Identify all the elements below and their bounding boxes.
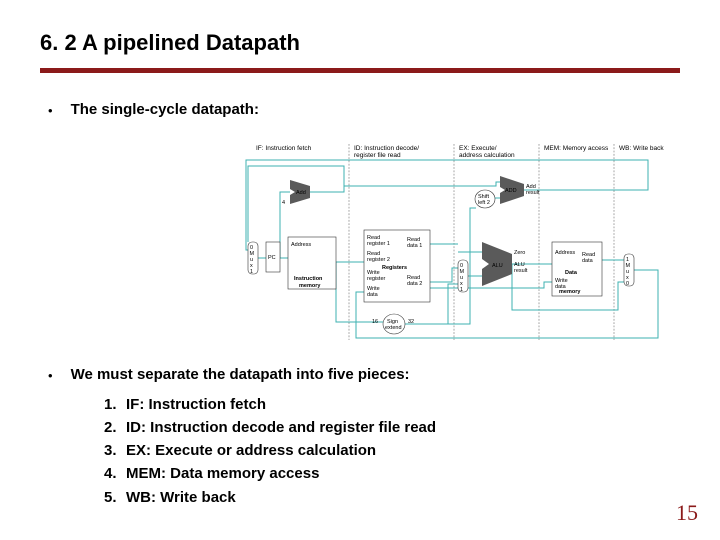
add4-label: Add bbox=[296, 190, 306, 196]
list-item: 1.IF: Instruction fetch bbox=[104, 393, 680, 416]
mux-b-1: 1 bbox=[460, 287, 463, 293]
page-number: 15 bbox=[676, 500, 698, 526]
numbered-list: 1.IF: Instruction fetch 2.ID: Instructio… bbox=[104, 393, 680, 509]
list-num: 5. bbox=[104, 486, 126, 509]
dmem-rd2: data bbox=[582, 258, 594, 264]
mux-pc-1: 1 bbox=[250, 269, 253, 275]
wire-pc4-add bbox=[344, 182, 500, 186]
stage-id-label-2: register file read bbox=[354, 152, 401, 159]
signext-l2: extend bbox=[385, 325, 402, 331]
stage-if-label: IF: Instruction fetch bbox=[256, 145, 312, 152]
title-rule bbox=[40, 68, 680, 73]
list-num: 1. bbox=[104, 393, 126, 416]
bullet-2: • We must separate the datapath into fiv… bbox=[40, 366, 680, 387]
dmem-title2: memory bbox=[559, 289, 581, 295]
imem-port: Address bbox=[291, 242, 311, 248]
list-text: EX: Execute or address calculation bbox=[126, 442, 376, 459]
regs-rp1b: data 1 bbox=[407, 243, 422, 249]
bullet-1-text: The single-cycle datapath: bbox=[71, 101, 259, 118]
mux-wb-0: 0 bbox=[626, 281, 629, 287]
regs-lp2b: register 2 bbox=[367, 257, 390, 263]
dmem-title1: Data bbox=[565, 270, 578, 276]
pc-label: PC bbox=[268, 255, 276, 261]
datapath-diagram: IF: Instruction fetch ID: Instruction de… bbox=[244, 142, 674, 342]
list-item: 3.EX: Execute or address calculation bbox=[104, 439, 680, 462]
stage-wb-label: WB: Write back bbox=[619, 145, 664, 152]
signext-in: 16 bbox=[372, 319, 378, 325]
list-text: IF: Instruction fetch bbox=[126, 396, 266, 413]
bullet-marker: • bbox=[40, 366, 53, 387]
wire-pc4-loop bbox=[248, 166, 344, 242]
shl2-l2: left 2 bbox=[478, 200, 490, 206]
stage-ex-label-1: EX: Execute/ bbox=[459, 145, 497, 152]
diagram-container: IF: Instruction fetch ID: Instruction de… bbox=[40, 142, 680, 342]
list-item: 2.ID: Instruction decode and register fi… bbox=[104, 416, 680, 439]
regs-rp2b: data 2 bbox=[407, 281, 422, 287]
list-text: MEM: Data memory access bbox=[126, 465, 319, 482]
addbr-out2: result bbox=[526, 190, 540, 196]
bullet-marker: • bbox=[40, 101, 53, 122]
regs-title: Registers bbox=[382, 265, 407, 271]
stage-ex-label-2: address calculation bbox=[459, 152, 515, 159]
list-num: 4. bbox=[104, 462, 126, 485]
alu-label: ALU bbox=[492, 263, 503, 269]
regs-lp4b: data bbox=[367, 292, 379, 298]
alu-zero: Zero bbox=[514, 250, 525, 256]
regs-lp1b: register 1 bbox=[367, 241, 390, 247]
alu-res2: result bbox=[514, 268, 528, 274]
list-text: WB: Write back bbox=[126, 489, 236, 506]
addbr-label: ADD bbox=[505, 188, 517, 194]
stage-mem-label: MEM: Memory access bbox=[544, 145, 609, 152]
stage-id-label-1: ID: Instruction decode/ bbox=[354, 145, 419, 152]
bullet-1: • The single-cycle datapath: bbox=[40, 101, 680, 122]
list-num: 3. bbox=[104, 439, 126, 462]
slide: 6. 2 A pipelined Datapath • The single-c… bbox=[0, 0, 720, 540]
regs-lp3b: register bbox=[367, 276, 386, 282]
section-title: 6. 2 A pipelined Datapath bbox=[40, 30, 680, 56]
const-4: 4 bbox=[282, 200, 285, 206]
list-num: 2. bbox=[104, 416, 126, 439]
imem-title2: memory bbox=[299, 283, 321, 289]
wire-branch-back bbox=[246, 160, 648, 250]
dmem-addr: Address bbox=[555, 250, 575, 256]
list-text: ID: Instruction decode and register file… bbox=[126, 419, 436, 436]
list-item: 4.MEM: Data memory access bbox=[104, 462, 680, 485]
list-item: 5.WB: Write back bbox=[104, 486, 680, 509]
imem-title1: Instruction bbox=[294, 276, 323, 282]
signext-out: 32 bbox=[408, 319, 414, 325]
bullet-2-text: We must separate the datapath into five … bbox=[71, 366, 410, 383]
